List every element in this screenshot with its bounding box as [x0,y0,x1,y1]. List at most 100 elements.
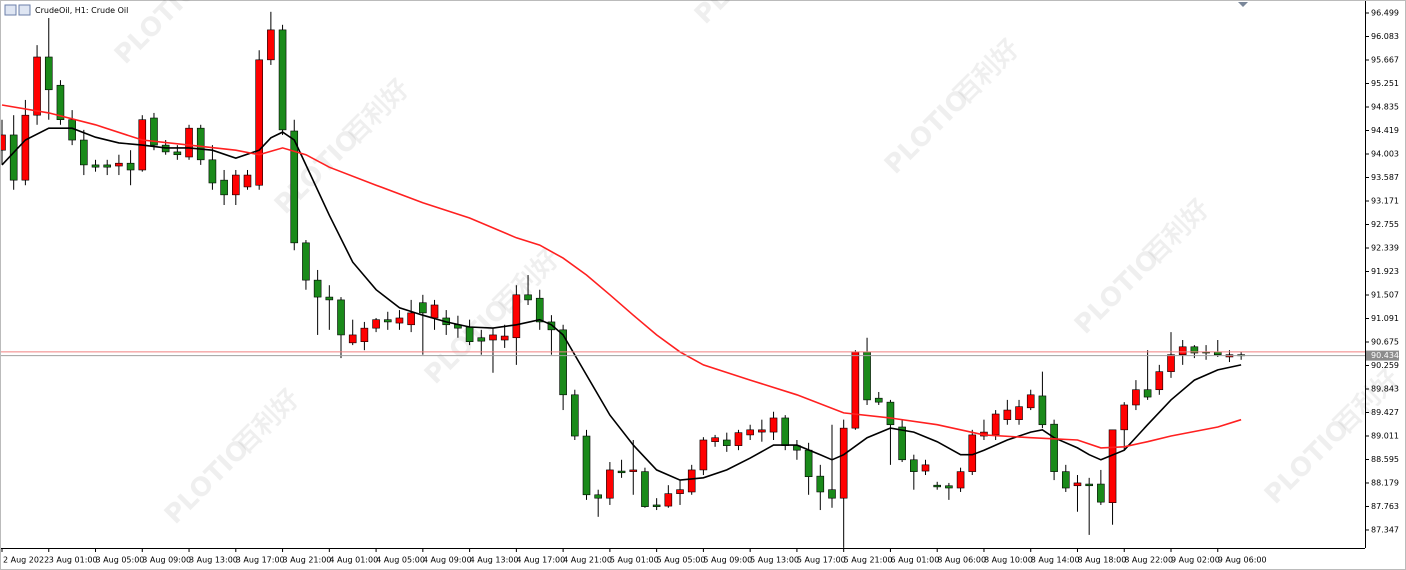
x-tick-label: 5 Aug 17:00 [797,556,846,565]
candle-body [465,326,474,343]
x-tick-label: 5 Aug 01:00 [610,556,659,565]
candle-body [278,29,287,131]
x-tick-label: 5 Aug 05:00 [657,556,706,565]
candle-body [255,59,263,186]
x-tick-label: 5 Aug 21:00 [844,556,893,565]
candle-body [232,174,240,196]
y-tick-label: 89.011 [1371,431,1399,440]
candle-body [512,294,521,339]
candle-body [313,279,322,298]
x-tick-label: 3 Aug 21:00 [283,556,332,565]
shift-marker [1238,2,1248,7]
x-tick-label: 3 Aug 01:00 [49,556,98,565]
candle-body [220,179,228,196]
candle-body [1167,354,1175,372]
candle-body [582,435,591,496]
y-tick-label: 88.179 [1371,478,1399,487]
candle-body [383,319,392,323]
candle-body [851,351,860,429]
candle-body [21,114,30,181]
candle-body [711,437,719,442]
candle-body [886,401,895,426]
candle-body [1015,406,1023,420]
x-tick-label: 6 Aug 01:00 [890,556,939,565]
candle-body [1097,483,1105,503]
candle-body [758,429,766,433]
candle-body [489,334,497,341]
candle-body [302,242,310,281]
candle-body [430,304,439,319]
candle-body [945,485,953,489]
y-tick-label: 92.339 [1371,243,1399,252]
candle-body [1108,429,1117,503]
candle-body [208,159,217,184]
candle-body [126,162,135,171]
candle-body [933,484,942,488]
candle-body [1073,482,1082,487]
candle-body [804,449,813,478]
candle-body [337,299,345,336]
candle-body [196,127,205,161]
y-tick-label: 96.083 [1371,32,1399,41]
y-tick-label: 92.755 [1371,220,1399,229]
x-tick-label: 5 Aug 09:00 [703,556,752,565]
candle-body [267,29,275,61]
candle-body [617,470,626,474]
chart-icon [18,4,31,16]
candle-body [547,321,556,331]
candle-body [839,427,848,499]
chart-title: CrudeOil, H1: Crude Oil [35,6,128,15]
x-tick-label: 8 Aug 18:00 [1077,556,1126,565]
y-tick-label: 90.259 [1371,361,1399,370]
candle-body [1143,389,1152,398]
y-tick-label: 94.003 [1371,149,1399,158]
candle-body [243,174,252,188]
candle-body [150,117,158,146]
candle-body [828,489,836,499]
candle-body [1120,404,1129,431]
candle-body [863,351,871,401]
candle-body [477,337,486,342]
candle-body [722,439,731,446]
candle-body [1026,394,1035,409]
x-tick-label: 4 Aug 21:00 [563,556,612,565]
moving-average [1,104,1242,449]
candle-body [559,329,567,396]
x-tick-label: 4 Aug 01:00 [329,556,378,565]
candle-body [1132,389,1140,406]
candle-body [9,134,18,181]
candle-body [1085,483,1093,487]
candle-body [1003,409,1012,420]
candle-body [956,471,965,489]
x-tick-label: 5 Aug 13:00 [750,556,799,565]
y-tick-label: 94.419 [1371,126,1399,135]
y-tick-label: 89.843 [1371,384,1399,393]
y-tick-label: 95.667 [1371,55,1399,64]
candle-body [991,413,1000,436]
candle-body [652,504,661,507]
candle-body [419,302,427,314]
candle-body [173,151,182,156]
x-tick-label: 8 Aug 10:00 [984,556,1033,565]
x-tick-label: 9 Aug 02:00 [1171,556,1220,565]
x-tick-label: 4 Aug 05:00 [376,556,425,565]
candle-body [699,439,708,471]
candle-body [535,297,544,323]
candle-body [746,429,754,436]
candle-body [91,164,100,168]
candle-body [1155,371,1164,391]
candle-body [33,56,41,116]
candle-body [1,134,6,151]
y-tick-label: 94.835 [1371,102,1399,111]
candle-body [395,317,404,324]
y-tick-label: 87.763 [1371,502,1399,511]
candle-body [103,164,112,168]
candle-body [816,475,825,493]
x-tick-label: 8 Aug 22:00 [1124,556,1173,565]
y-tick-label: 96.499 [1371,8,1399,17]
candle-body [641,471,649,507]
x-tick-label: 4 Aug 17:00 [516,556,565,565]
y-tick-label: 89.427 [1371,408,1399,417]
last-price-box [1366,350,1399,361]
candle-body [524,294,532,301]
